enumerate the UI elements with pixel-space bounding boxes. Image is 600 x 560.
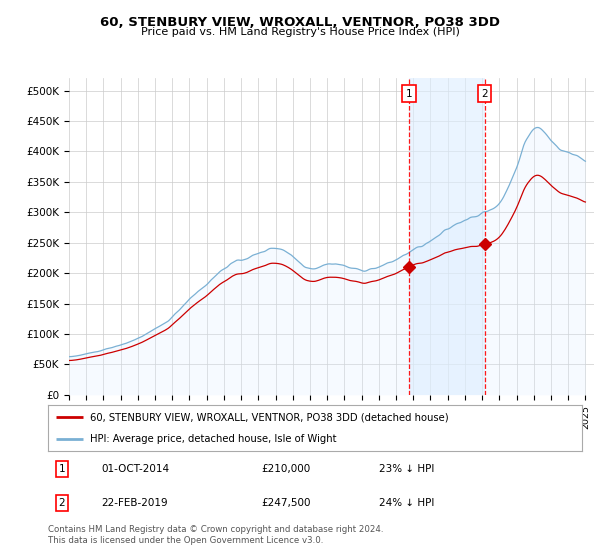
Text: 60, STENBURY VIEW, WROXALL, VENTNOR, PO38 3DD (detached house): 60, STENBURY VIEW, WROXALL, VENTNOR, PO3… <box>89 412 448 422</box>
Text: 60, STENBURY VIEW, WROXALL, VENTNOR, PO38 3DD: 60, STENBURY VIEW, WROXALL, VENTNOR, PO3… <box>100 16 500 29</box>
Text: 1: 1 <box>406 88 412 99</box>
Text: HPI: Average price, detached house, Isle of Wight: HPI: Average price, detached house, Isle… <box>89 435 336 444</box>
Text: 1: 1 <box>59 464 65 474</box>
Text: 24% ↓ HPI: 24% ↓ HPI <box>379 498 434 508</box>
Text: 01-OCT-2014: 01-OCT-2014 <box>101 464 170 474</box>
Text: 2: 2 <box>481 88 488 99</box>
Text: 2: 2 <box>59 498 65 508</box>
Text: 22-FEB-2019: 22-FEB-2019 <box>101 498 168 508</box>
Text: Price paid vs. HM Land Registry's House Price Index (HPI): Price paid vs. HM Land Registry's House … <box>140 27 460 38</box>
Text: 23% ↓ HPI: 23% ↓ HPI <box>379 464 434 474</box>
Text: £210,000: £210,000 <box>262 464 311 474</box>
Bar <box>409 78 485 395</box>
Text: Contains HM Land Registry data © Crown copyright and database right 2024.
This d: Contains HM Land Registry data © Crown c… <box>48 525 383 545</box>
Text: £247,500: £247,500 <box>262 498 311 508</box>
